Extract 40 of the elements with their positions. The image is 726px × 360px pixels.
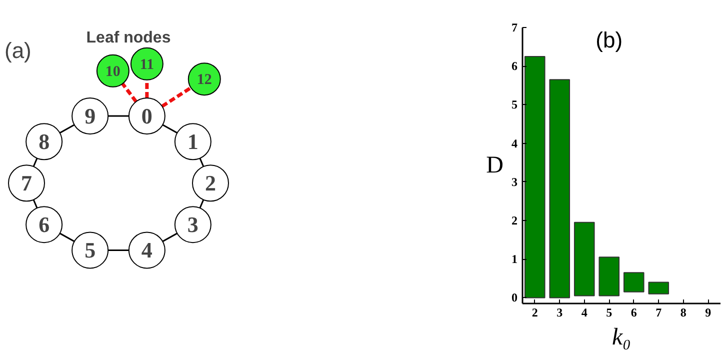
category-label: 8 bbox=[38, 129, 50, 154]
bar bbox=[549, 79, 570, 298]
category-label: 1 bbox=[187, 129, 198, 154]
x-tick-label: 8 bbox=[680, 306, 686, 320]
y-tick-label: 1 bbox=[512, 252, 518, 266]
x-tick-label: 3 bbox=[556, 306, 563, 320]
x-tick-label: 6 bbox=[630, 306, 637, 320]
bar bbox=[574, 222, 595, 296]
category-label: 11 bbox=[140, 56, 154, 73]
text: Leaf nodes bbox=[86, 30, 171, 47]
category-label: 6 bbox=[38, 212, 50, 238]
x-axis-title: k₀ bbox=[612, 324, 631, 350]
bar bbox=[598, 256, 620, 296]
category-label: 9 bbox=[84, 104, 96, 129]
category-label: 3 bbox=[187, 212, 198, 238]
x-tick-label: 7 bbox=[656, 306, 662, 320]
category-label: 2 bbox=[205, 170, 216, 196]
y-tick-label: 6 bbox=[512, 59, 518, 74]
category-label: 0 bbox=[141, 104, 152, 129]
x-tick-label: 9 bbox=[705, 306, 712, 320]
category-label: 10 bbox=[105, 64, 120, 80]
x-tick-label: 2 bbox=[532, 306, 538, 320]
bar bbox=[623, 272, 644, 292]
y-tick-label: 0 bbox=[512, 290, 518, 305]
x-tick-label: 5 bbox=[606, 306, 612, 320]
y-tick-label: 4 bbox=[512, 136, 518, 150]
y-axis-title: D bbox=[486, 152, 504, 178]
y-tick-label: 3 bbox=[512, 174, 518, 189]
bar bbox=[524, 56, 546, 298]
category-label: 5 bbox=[84, 238, 96, 263]
y-tick-label: 7 bbox=[512, 20, 518, 34]
x-tick-label: 4 bbox=[581, 306, 588, 320]
category-label: 4 bbox=[141, 238, 152, 263]
chart-title: (b) bbox=[596, 28, 623, 52]
category-label: 7 bbox=[21, 170, 32, 196]
y-tick-label: 2 bbox=[512, 214, 518, 228]
text: (a) bbox=[4, 38, 32, 63]
category-label: 12 bbox=[196, 72, 212, 88]
bar bbox=[648, 282, 670, 294]
y-tick-label: 5 bbox=[512, 98, 518, 112]
